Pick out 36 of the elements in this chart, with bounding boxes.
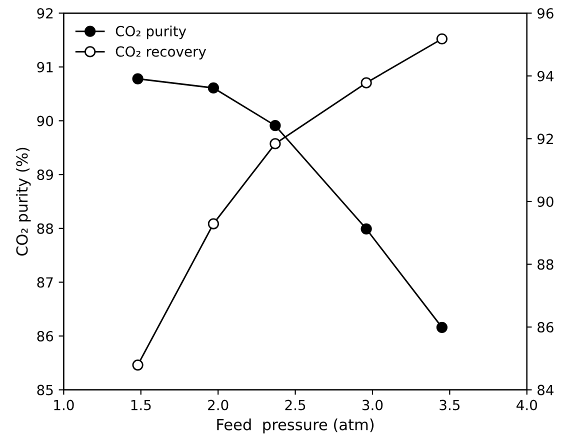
- y-tick-label: 87: [37, 277, 53, 288]
- y2-tick-label: 94: [537, 70, 554, 82]
- y2-tick-label: 86: [538, 322, 554, 333]
- y-tick-label: 90: [37, 116, 54, 126]
- x-tick-label: 1.5: [131, 400, 151, 410]
- y-tick-label: 89: [37, 170, 53, 180]
- y2-tick-label: 84: [538, 384, 554, 396]
- y2-tick-label: 92: [537, 134, 553, 144]
- x-tick-label: 2.5: [285, 400, 306, 410]
- point: [208, 82, 220, 94]
- y-tick-label: 92: [37, 8, 53, 19]
- y-axis-title: CO₂ purity (%): [16, 148, 31, 256]
- y2-tick-label: 90: [537, 196, 554, 207]
- point: [132, 73, 144, 84]
- x-tick-label: 1.0: [54, 400, 74, 410]
- y-tick-label: 86: [37, 330, 54, 342]
- x-tick-label: 4.0: [516, 400, 538, 410]
- legend-label: CO₂ recovery: [116, 46, 206, 60]
- point: [436, 33, 448, 44]
- legend-label: CO₂ purity: [116, 26, 186, 40]
- y-tick-label: 85: [37, 384, 53, 396]
- point: [360, 77, 372, 88]
- x-tick-label: 3.5: [440, 400, 460, 410]
- point: [208, 218, 220, 230]
- x-tick-label: 3.0: [362, 400, 383, 410]
- point: [132, 359, 144, 371]
- y2-tick-label: 88: [538, 259, 554, 270]
- point: [360, 223, 372, 234]
- y-tick-label: 91: [37, 62, 53, 72]
- point: [270, 138, 281, 150]
- point: [436, 322, 448, 333]
- point: [270, 120, 281, 132]
- x-tick-label: 2.0: [208, 400, 228, 410]
- y2-tick-label: 96: [537, 8, 554, 19]
- y-tick-label: 88: [37, 223, 54, 234]
- x-axis-title: Feed pressure (atm): [217, 418, 374, 434]
